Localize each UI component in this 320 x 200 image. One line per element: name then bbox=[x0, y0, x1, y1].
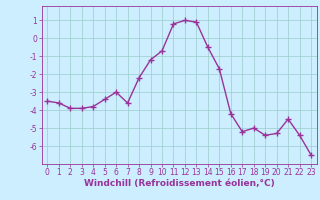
X-axis label: Windchill (Refroidissement éolien,°C): Windchill (Refroidissement éolien,°C) bbox=[84, 179, 275, 188]
